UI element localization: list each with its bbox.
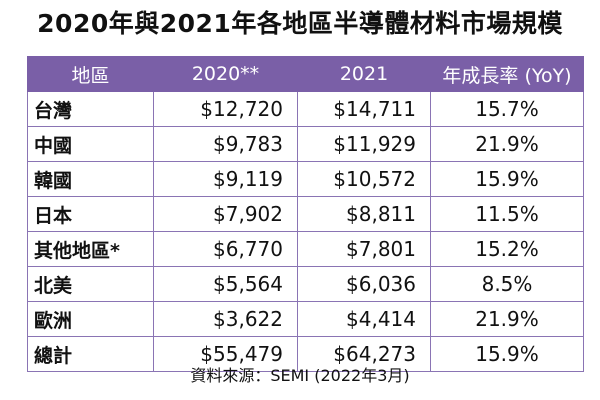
value-2020-cell: $55,479 xyxy=(153,336,298,372)
value-2020-cell: $12,720 xyxy=(153,91,298,127)
header-row: 地區 2020** 2021 年成長率 (YoY) xyxy=(27,56,584,92)
header-2020: 2020** xyxy=(153,56,298,92)
region-cell: 總計 xyxy=(27,336,154,372)
market-size-table: 地區 2020** 2021 年成長率 (YoY) 台灣 $12,720 $14,7… xyxy=(27,56,584,372)
table-row: 北美 $5,564 $6,036 8.5% xyxy=(27,266,584,302)
value-2021-cell: $8,811 xyxy=(297,196,431,232)
table-row: 其他地區* $6,770 $7,801 15.2% xyxy=(27,231,584,267)
value-2021-cell: $11,929 xyxy=(297,126,431,162)
table-row: 韓國 $9,119 $10,572 15.9% xyxy=(27,161,584,197)
header-2021: 2021 xyxy=(297,56,431,92)
yoy-cell: 15.7% xyxy=(430,91,584,127)
table-body: 台灣 $12,720 $14,711 15.7% 中國 $9,783 $11,929 21.9… xyxy=(27,91,584,372)
table-row: 總計 $55,479 $64,273 15.9% xyxy=(27,336,584,372)
region-cell: 歐洲 xyxy=(27,301,154,337)
value-2020-cell: $7,902 xyxy=(153,196,298,232)
value-2021-cell: $10,572 xyxy=(297,161,431,197)
yoy-cell: 15.9% xyxy=(430,336,584,372)
yoy-cell: 21.9% xyxy=(430,301,584,337)
value-2020-cell: $3,622 xyxy=(153,301,298,337)
header-region: 地區 xyxy=(27,56,154,92)
table-row: 台灣 $12,720 $14,711 15.7% xyxy=(27,91,584,127)
yoy-cell: 11.5% xyxy=(430,196,584,232)
value-2020-cell: $9,119 xyxy=(153,161,298,197)
value-2020-cell: $9,783 xyxy=(153,126,298,162)
yoy-cell: 15.2% xyxy=(430,231,584,267)
region-cell: 中國 xyxy=(27,126,154,162)
table-row: 日本 $7,902 $8,811 11.5% xyxy=(27,196,584,232)
yoy-cell: 8.5% xyxy=(430,266,584,302)
yoy-cell: 15.9% xyxy=(430,161,584,197)
region-cell: 北美 xyxy=(27,266,154,302)
header-yoy: 年成長率 (YoY) xyxy=(430,56,584,92)
table-row: 歐洲 $3,622 $4,414 21.9% xyxy=(27,301,584,337)
value-2020-cell: $5,564 xyxy=(153,266,298,302)
region-cell: 其他地區* xyxy=(27,231,154,267)
region-cell: 台灣 xyxy=(27,91,154,127)
table-title: 2020年與2021年各地區半導體材料市場規模 xyxy=(37,9,563,38)
value-2020-cell: $6,770 xyxy=(153,231,298,267)
value-2021-cell: $4,414 xyxy=(297,301,431,337)
region-cell: 日本 xyxy=(27,196,154,232)
value-2021-cell: $6,036 xyxy=(297,266,431,302)
source-note: 資料來源：SEMI (2022年3月) xyxy=(190,366,410,385)
yoy-cell: 21.9% xyxy=(430,126,584,162)
table-row: 中國 $9,783 $11,929 21.9% xyxy=(27,126,584,162)
value-2021-cell: $14,711 xyxy=(297,91,431,127)
region-cell: 韓國 xyxy=(27,161,154,197)
value-2021-cell: $7,801 xyxy=(297,231,431,267)
